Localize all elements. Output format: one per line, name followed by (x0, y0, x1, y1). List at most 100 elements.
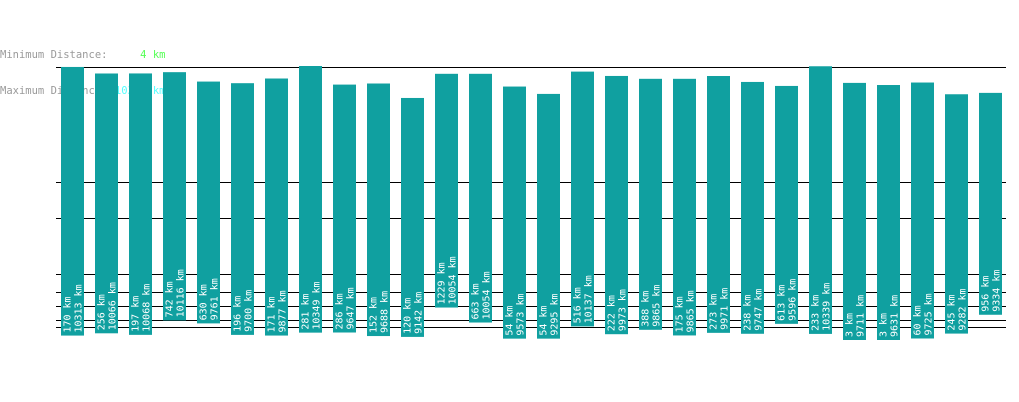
bar-max-label: 9725 km (924, 293, 935, 335)
bar-max-label: 9700 km (244, 290, 255, 332)
bar (741, 81, 764, 334)
bar-min-label: 245 km (947, 294, 958, 330)
bar-max-label: 9573 km (516, 293, 527, 335)
bar-group: 196 km 9700 km (231, 83, 255, 335)
min-distance-value: 4 km (140, 49, 166, 61)
bar-min-label: 170 km (63, 296, 74, 332)
bar-group: 233 km 10339 km (809, 66, 833, 334)
bar-group: 245 km 9282 km (945, 94, 969, 334)
bar-group: 663 km 10054 km (469, 73, 493, 323)
bar-group: 273 km 9971 km (707, 76, 731, 333)
bar-group: 3 km 9711 km (843, 82, 867, 340)
bar-min-label: 120 km (403, 298, 414, 334)
bar (911, 82, 934, 339)
bar-min-label: 956 km (981, 276, 992, 312)
bar-max-label: 10313 km (74, 284, 85, 332)
bar (775, 85, 798, 324)
bar-group: 171 km 9877 km (265, 78, 289, 336)
bar-max-label: 9334 km (992, 270, 1003, 312)
bar-max-label: 9688 km (380, 291, 391, 333)
bar-min-label: 197 km (131, 296, 142, 332)
bar-min-label: 238 km (743, 295, 754, 331)
bar-max-label: 9971 km (720, 288, 731, 330)
bar-max-label: 9747 km (754, 289, 765, 331)
bar (163, 72, 186, 321)
bar (95, 73, 118, 334)
bar (605, 75, 628, 335)
bar-min-label: 171 km (267, 296, 278, 332)
bar (265, 78, 288, 336)
bar-group: 1229 km 10054 km (435, 73, 459, 308)
bar-min-label: 233 km (811, 295, 822, 331)
bar-min-label: 1229 km (437, 262, 448, 304)
bar-min-label: 196 km (233, 296, 244, 332)
bar-max-label: 10054 km (448, 256, 459, 304)
bar-group: 175 km 9865 km (673, 78, 697, 336)
bar-max-label: 9631 km (890, 295, 901, 337)
bar-group: 388 km 9865 km (639, 78, 663, 330)
bar (401, 97, 424, 337)
bar-group: 956 km 9334 km (979, 92, 1003, 315)
bar-max-label: 9865 km (652, 285, 663, 327)
bar (197, 81, 220, 324)
bar (639, 78, 662, 330)
bar-group: 630 km 9761 km (197, 81, 221, 324)
bar (945, 94, 968, 334)
bar-max-label: 9761 km (210, 278, 221, 320)
bar-min-label: 175 km (675, 296, 686, 332)
bar-max-label: 10349 km (312, 281, 323, 329)
bar-max-label: 10339 km (822, 283, 833, 331)
bar (299, 66, 322, 333)
bar (571, 71, 594, 327)
bar-min-label: 281 km (301, 294, 312, 330)
bar-group: 197 km 10068 km (129, 73, 153, 335)
bar-min-label: 286 km (335, 293, 346, 329)
bar-group: 3 km 9631 km (877, 85, 901, 340)
bar (503, 86, 526, 339)
bar-min-label: 3 km (879, 313, 890, 337)
bar-group: 286 km 9647 km (333, 84, 357, 333)
bar (707, 76, 730, 333)
bar-group: 54 km 9573 km (503, 86, 527, 339)
bar (129, 73, 152, 335)
bar (979, 92, 1002, 315)
bar-max-label: 9711 km (856, 295, 867, 337)
bar-max-label: 10116 km (176, 269, 187, 317)
bar-group: 222 km 9973 km (605, 75, 629, 335)
bar-min-label: 388 km (641, 291, 652, 327)
bar-group: 281 km 10349 km (299, 66, 323, 333)
bar (673, 78, 696, 336)
bar-max-label: 10066 km (108, 282, 119, 330)
bar-group: 516 km 10137 km (571, 71, 595, 327)
bar-max-label: 9973 km (618, 289, 629, 331)
bar (537, 93, 560, 339)
bar (231, 83, 254, 335)
bar-max-label: 10137 km (584, 275, 595, 323)
bar-min-label: 516 km (573, 287, 584, 323)
bar-min-label: 60 km (913, 305, 924, 335)
min-distance-label: Minimum Distance: (0, 49, 108, 61)
bar-group: 120 km 9142 km (401, 97, 425, 337)
bar-max-label: 9282 km (958, 288, 969, 330)
bar-min-label: 54 km (539, 306, 550, 336)
bar (333, 84, 356, 333)
bar (809, 66, 832, 334)
bar (435, 73, 458, 308)
bar-max-label: 10068 km (142, 284, 153, 332)
bar-min-label: 222 km (607, 295, 618, 331)
bar-min-label: 3 km (845, 313, 856, 337)
bar-group: 256 km 10066 km (95, 73, 119, 334)
bar-max-label: 9295 km (550, 293, 561, 335)
bar-group: 54 km 9295 km (537, 93, 561, 339)
bar-min-label: 256 km (97, 294, 108, 330)
bar-group: 152 km 9688 km (367, 83, 391, 337)
bar-max-label: 9865 km (686, 290, 697, 332)
bar (469, 73, 492, 323)
bar-max-label: 9877 km (278, 290, 289, 332)
bar (843, 82, 866, 340)
bar-min-label: 742 km (165, 281, 176, 317)
bar-min-label: 613 km (777, 285, 788, 321)
bar-group: 60 km 9725 km (911, 82, 935, 339)
bar-group: 613 km 9596 km (775, 85, 799, 324)
